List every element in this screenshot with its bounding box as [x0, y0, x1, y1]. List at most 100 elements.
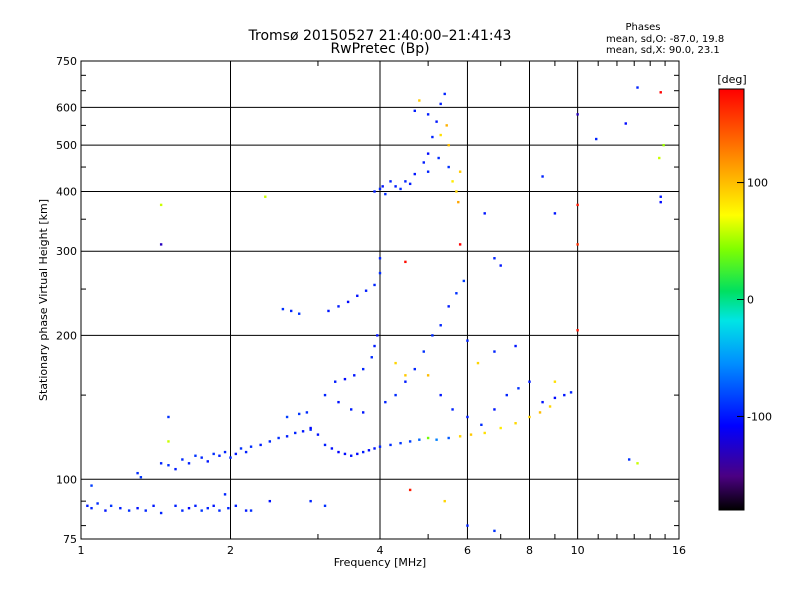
- data-point: [378, 257, 382, 260]
- data-point: [343, 452, 347, 456]
- data-point: [659, 195, 662, 198]
- data-point: [239, 447, 243, 450]
- colorbar-ticks: 100 0 -100: [737, 177, 772, 423]
- data-point: [227, 506, 230, 510]
- y-tick-label: 75: [63, 533, 77, 546]
- data-point: [439, 393, 442, 397]
- data-point: [323, 443, 327, 447]
- data-point: [353, 374, 356, 377]
- x-tick-label: 2: [227, 544, 234, 557]
- data-point: [451, 408, 454, 411]
- data-point: [517, 387, 520, 390]
- data-point: [285, 415, 289, 419]
- data-point: [404, 260, 407, 264]
- data-point: [297, 412, 301, 416]
- chart-title: Tromsø 20150527 21:40:00–21:41:43: [248, 28, 512, 44]
- data-point: [422, 161, 425, 164]
- y-tick-label: 200: [56, 329, 77, 342]
- data-point: [218, 454, 221, 457]
- data-point: [447, 143, 450, 147]
- data-point: [476, 361, 480, 365]
- data-point: [493, 257, 496, 260]
- data-point: [378, 445, 382, 448]
- data-point: [553, 212, 557, 215]
- y-tick-label: 600: [56, 101, 77, 114]
- data-point: [194, 504, 197, 508]
- x-tick-label: 4: [377, 544, 384, 557]
- data-point: [404, 180, 407, 183]
- data-point: [234, 504, 238, 508]
- data-point: [458, 243, 462, 246]
- data-point: [167, 464, 170, 467]
- phases-legend-o: mean, sd,O: -87.0, 19.8: [606, 34, 724, 45]
- x-tick-label: 1: [78, 544, 85, 557]
- data-point: [426, 170, 430, 173]
- data-point: [373, 190, 376, 193]
- data-point: [305, 411, 309, 414]
- data-point: [223, 493, 227, 496]
- data-point: [294, 431, 297, 435]
- data-point: [139, 476, 143, 479]
- data-point: [181, 509, 184, 512]
- data-point: [505, 393, 508, 397]
- data-point: [229, 456, 232, 459]
- data-point: [301, 430, 305, 433]
- data-point: [361, 450, 365, 454]
- data-point: [431, 135, 434, 139]
- data-point: [167, 440, 170, 443]
- colorbar-label: [deg]: [717, 73, 746, 86]
- grid-lines: [81, 61, 679, 539]
- data-point: [289, 309, 293, 313]
- data-point: [658, 156, 661, 160]
- x-axis-ticks: 1 2 4 6 8 10 16: [78, 61, 686, 557]
- data-point: [373, 283, 376, 287]
- data-point: [181, 458, 184, 461]
- data-point: [327, 309, 330, 313]
- data-point: [399, 441, 402, 445]
- data-point: [356, 452, 359, 456]
- data-point: [159, 243, 163, 246]
- data-point: [394, 185, 397, 188]
- data-point: [384, 192, 387, 196]
- data-point: [636, 462, 639, 465]
- data-point: [466, 524, 469, 527]
- data-point: [466, 415, 469, 419]
- data-point: [361, 411, 365, 414]
- data-point: [159, 203, 163, 207]
- data-point: [569, 391, 573, 394]
- data-point: [309, 499, 312, 503]
- data-point: [431, 334, 434, 337]
- data-point: [662, 143, 665, 147]
- data-point: [104, 509, 107, 512]
- data-point: [458, 170, 462, 173]
- data-point: [334, 380, 337, 383]
- data-point: [627, 458, 631, 461]
- data-point: [451, 180, 454, 183]
- data-point: [389, 180, 392, 183]
- data-point: [493, 408, 496, 411]
- y-tick-label: 100: [56, 473, 77, 486]
- data-point: [285, 435, 289, 438]
- data-point: [548, 405, 552, 408]
- data-point: [394, 361, 397, 365]
- data-point: [381, 185, 384, 188]
- data-point: [528, 380, 531, 383]
- data-point: [373, 344, 376, 348]
- data-point: [426, 436, 430, 440]
- data-point: [96, 502, 99, 505]
- data-point: [408, 488, 412, 492]
- data-point: [159, 462, 163, 465]
- data-point: [361, 367, 365, 371]
- data-point: [443, 92, 446, 96]
- data-point: [244, 509, 248, 512]
- x-tick-label: 8: [526, 544, 533, 557]
- y-tick-label: 400: [56, 185, 77, 198]
- data-point: [330, 447, 334, 450]
- data-point: [499, 264, 502, 267]
- data-point: [659, 91, 662, 94]
- data-point: [373, 447, 376, 450]
- data-point: [483, 212, 486, 215]
- data-point: [187, 506, 191, 510]
- data-point: [413, 367, 416, 371]
